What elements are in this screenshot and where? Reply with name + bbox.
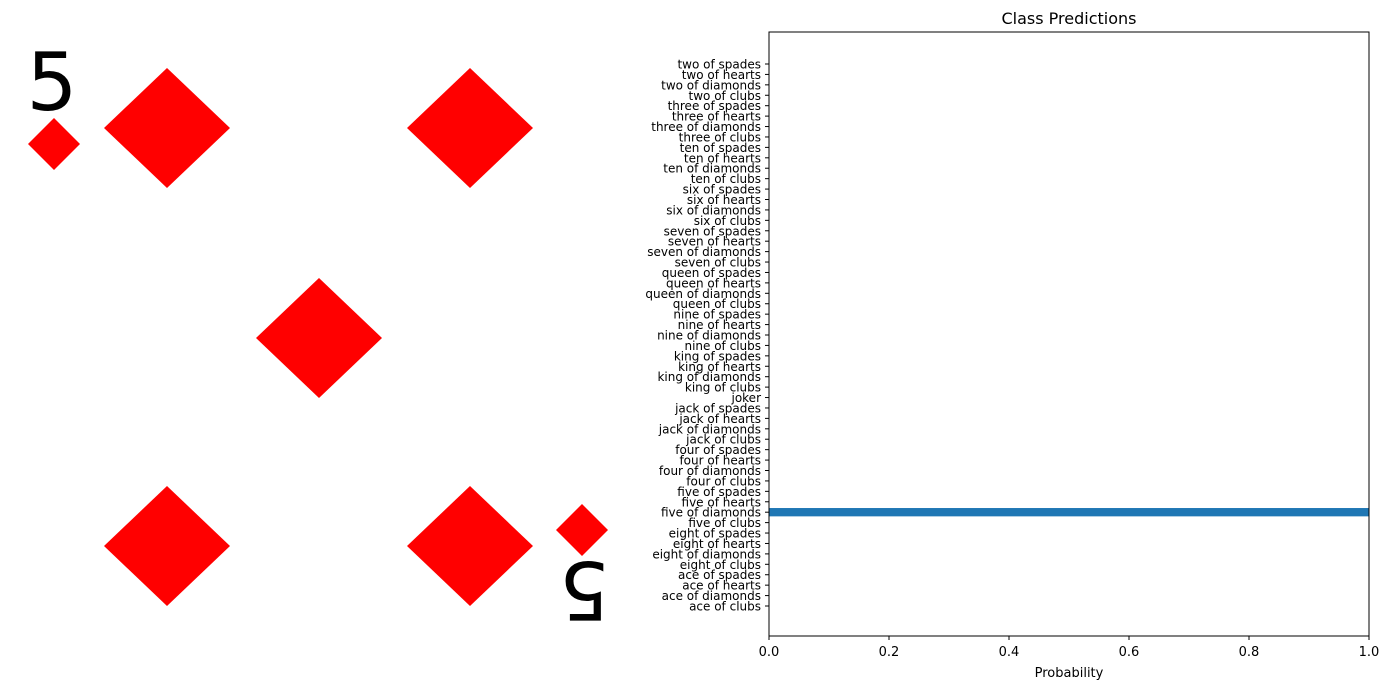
x-tick-label: 0.6 xyxy=(1119,645,1140,660)
y-tick-label: ten of diamonds xyxy=(663,162,761,176)
y-tick-label: nine of clubs xyxy=(684,339,761,353)
x-tick-label: 1.0 xyxy=(1359,645,1380,660)
y-tick-label: jack of clubs xyxy=(685,433,761,447)
y-tick-label: queen of hearts xyxy=(666,276,761,290)
y-tick-label: two of spades xyxy=(677,58,761,72)
bars xyxy=(769,508,1369,517)
y-tick-label: four of spades xyxy=(675,443,761,457)
y-tick-label: seven of diamonds xyxy=(647,245,761,259)
y-tick-label: ten of hearts xyxy=(684,151,761,165)
y-tick-label: nine of hearts xyxy=(678,318,761,332)
y-tick-label: three of hearts xyxy=(672,110,761,124)
y-tick-label: five of clubs xyxy=(688,516,761,530)
y-tick-label: eight of clubs xyxy=(680,558,761,572)
plot-frame xyxy=(768,31,1370,637)
y-tick-label: two of diamonds xyxy=(661,78,761,92)
y-tick-label: ace of diamonds xyxy=(662,589,761,603)
y-tick-label: three of clubs xyxy=(679,130,761,144)
y-tick-label: three of diamonds xyxy=(651,120,761,134)
card-image: 5 5 xyxy=(0,0,630,690)
y-tick-label: eight of spades xyxy=(669,527,761,541)
card-rank-bottom: 5 xyxy=(559,543,610,636)
y-tick-label: queen of clubs xyxy=(673,297,761,311)
y-tick-label: king of diamonds xyxy=(657,370,761,384)
y-tick-label: ace of hearts xyxy=(682,579,761,593)
y-tick-label: king of hearts xyxy=(678,360,761,374)
card-rank-top: 5 xyxy=(27,36,78,129)
y-tick-label: king of clubs xyxy=(685,381,761,395)
y-tick-label: ace of spades xyxy=(678,568,761,582)
diamond-pip xyxy=(104,68,230,188)
diamond-pip xyxy=(407,486,533,606)
y-tick-label: four of diamonds xyxy=(659,464,761,478)
y-tick-label: five of spades xyxy=(677,485,761,499)
y-tick-label: five of diamonds xyxy=(661,506,761,520)
y-tick-label: six of diamonds xyxy=(666,203,761,217)
small-diamond-pip-top xyxy=(28,118,80,170)
chart-title: Class Predictions xyxy=(1002,9,1137,28)
x-tick-label: 0.2 xyxy=(879,645,900,660)
y-tick-label: four of clubs xyxy=(686,474,761,488)
bar xyxy=(769,508,1369,517)
y-tick-label: jack of hearts xyxy=(678,412,761,426)
y-tick-label: joker xyxy=(730,391,761,405)
y-tick-label: seven of hearts xyxy=(668,235,761,249)
diamond-pip xyxy=(104,486,230,606)
y-tick-label: queen of diamonds xyxy=(645,287,761,301)
y-tick-label: seven of spades xyxy=(664,224,761,238)
y-tick-label: king of spades xyxy=(674,349,761,363)
small-diamond-pip-bottom xyxy=(556,504,608,556)
y-tick-label: jack of spades xyxy=(674,401,761,415)
y-tick-label: three of spades xyxy=(668,99,761,113)
x-axis-label: Probability xyxy=(1035,666,1104,681)
y-tick-label: eight of diamonds xyxy=(652,547,761,561)
x-ticks: 0.0 0.2 0.4 0.6 0.8 1.0 xyxy=(759,636,1380,660)
y-tick-label: two of hearts xyxy=(682,68,761,82)
y-tick-label: six of clubs xyxy=(694,214,761,228)
y-ticks xyxy=(765,63,769,607)
y-tick-label: two of clubs xyxy=(689,89,761,103)
x-tick-label: 0.4 xyxy=(999,645,1020,660)
y-tick-label: nine of diamonds xyxy=(657,329,761,343)
diamond-pip xyxy=(407,68,533,188)
y-tick-label: four of hearts xyxy=(679,454,761,468)
y-tick-label: ten of clubs xyxy=(691,172,761,186)
y-tick-label: eight of hearts xyxy=(673,537,761,551)
y-tick-label: ten of spades xyxy=(680,141,761,155)
y-tick-label: six of spades xyxy=(683,183,761,197)
x-tick-label: 0.0 xyxy=(759,645,780,660)
y-tick-label: seven of clubs xyxy=(675,256,761,270)
y-tick-label: nine of spades xyxy=(673,308,761,322)
y-tick-label: queen of spades xyxy=(662,266,761,280)
y-tick-label: six of hearts xyxy=(687,193,761,207)
y-tick-label: five of hearts xyxy=(682,495,761,509)
y-tick-label: ace of clubs xyxy=(689,600,761,614)
diamond-pip xyxy=(256,278,382,398)
y-tick-label: jack of diamonds xyxy=(658,422,761,436)
x-tick-label: 0.8 xyxy=(1239,645,1260,660)
